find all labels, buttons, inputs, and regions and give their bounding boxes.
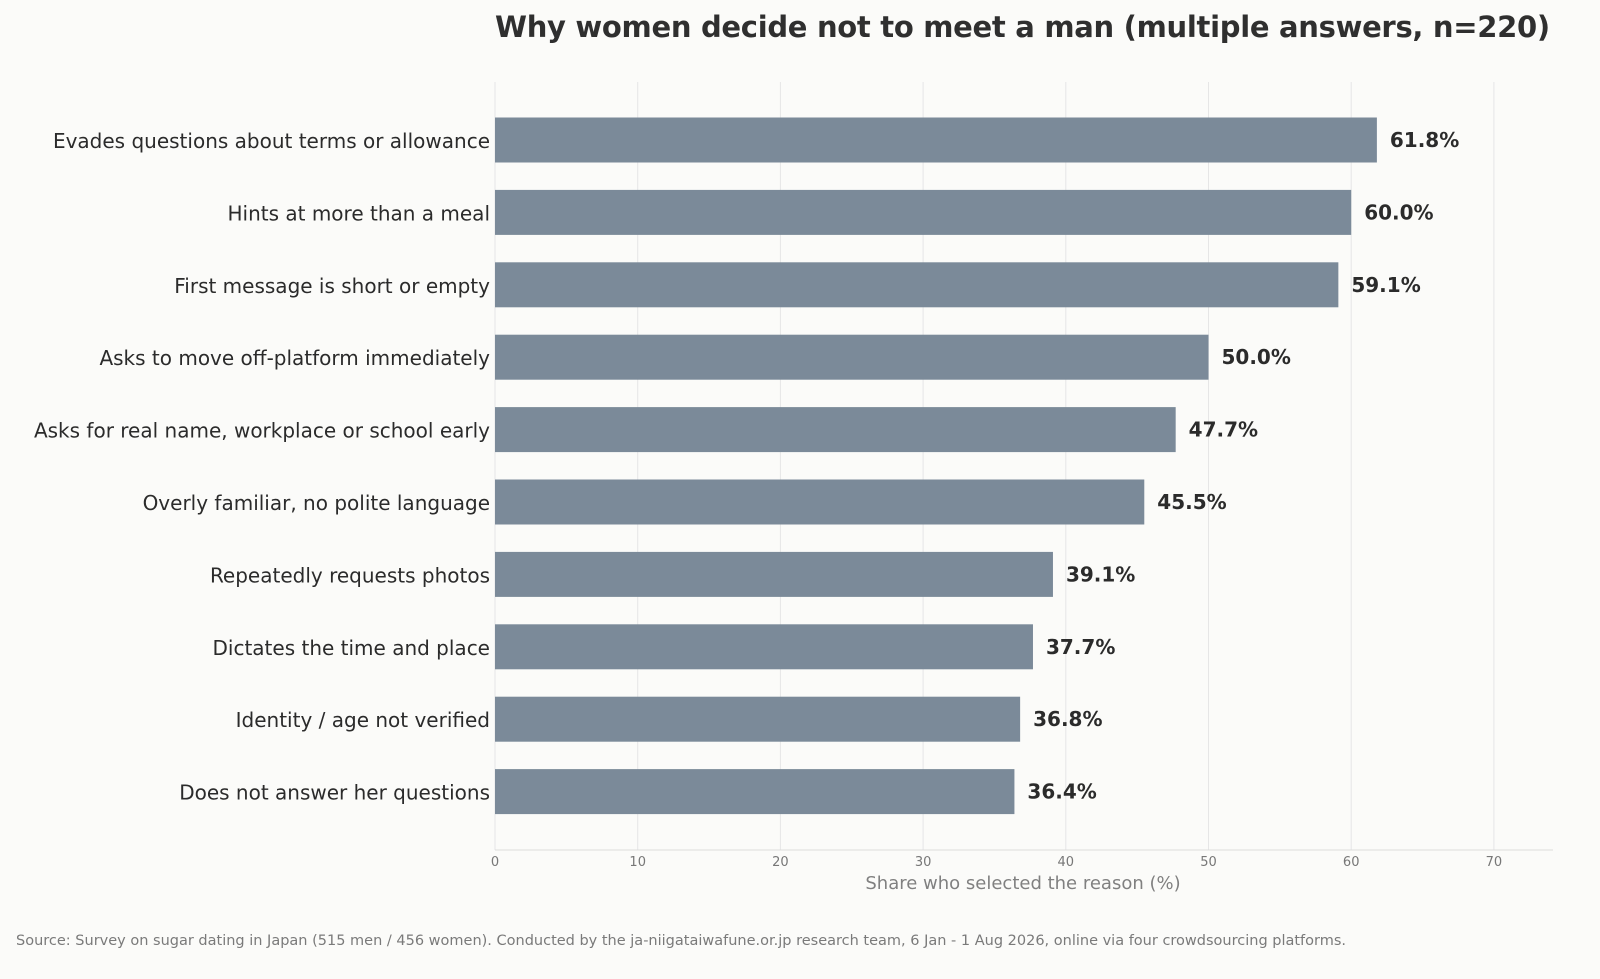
data-label: 61.8% [1390, 128, 1459, 152]
bars [495, 117, 1377, 815]
x-tick-label: 40 [1058, 855, 1075, 870]
data-label: 59.1% [1351, 273, 1420, 297]
x-axis-title: Share who selected the reason (%) [865, 873, 1180, 894]
x-axis: 0 10 20 30 40 50 60 70 [491, 849, 1553, 870]
bar [495, 117, 1377, 163]
data-label: 36.4% [1027, 780, 1096, 804]
data-label: 45.5% [1157, 490, 1226, 514]
category-label: Identity / age not verified [236, 708, 490, 732]
source-note: Source: Survey on sugar dating in Japan … [16, 933, 1347, 949]
category-label: Overly familiar, no polite language [143, 491, 490, 515]
category-label: First message is short or empty [174, 274, 490, 298]
data-label: 39.1% [1066, 562, 1135, 586]
x-tick-label: 0 [491, 855, 499, 870]
bar [495, 769, 1015, 815]
category-label: Asks to move off-platform immediately [99, 346, 490, 370]
data-label: 37.7% [1046, 635, 1115, 659]
bar [495, 479, 1145, 525]
bar [495, 189, 1352, 235]
x-tick-label: 20 [772, 855, 789, 870]
bar [495, 696, 1021, 742]
data-label: 47.7% [1189, 418, 1258, 442]
category-label: Asks for real name, workplace or school … [34, 419, 490, 443]
x-tick-label: 70 [1486, 855, 1503, 870]
category-label: Evades questions about terms or allowanc… [53, 129, 490, 153]
x-tick-label: 60 [1343, 855, 1360, 870]
bar [495, 551, 1053, 597]
data-label: 50.0% [1222, 345, 1291, 369]
bar [495, 407, 1176, 453]
bar [495, 334, 1209, 380]
bar [495, 262, 1339, 308]
x-tick-label: 10 [629, 855, 646, 870]
category-label: Does not answer her questions [179, 781, 490, 805]
data-label: 60.0% [1364, 200, 1433, 224]
data-label: 36.8% [1033, 707, 1102, 731]
category-label: Repeatedly requests photos [210, 563, 490, 587]
x-tick-label: 50 [1200, 855, 1217, 870]
category-label: Dictates the time and place [213, 636, 491, 660]
category-labels: Evades questions about terms or allowanc… [34, 129, 490, 805]
chart-title: Why women decide not to meet a man (mult… [495, 10, 1550, 44]
bar [495, 624, 1033, 670]
data-labels: 61.8% 60.0% 59.1% 50.0% 47.7% 45.5% 39.1% 37.7%… [1027, 128, 1459, 804]
x-tick-label: 30 [915, 855, 932, 870]
category-label: Hints at more than a meal [227, 201, 490, 225]
